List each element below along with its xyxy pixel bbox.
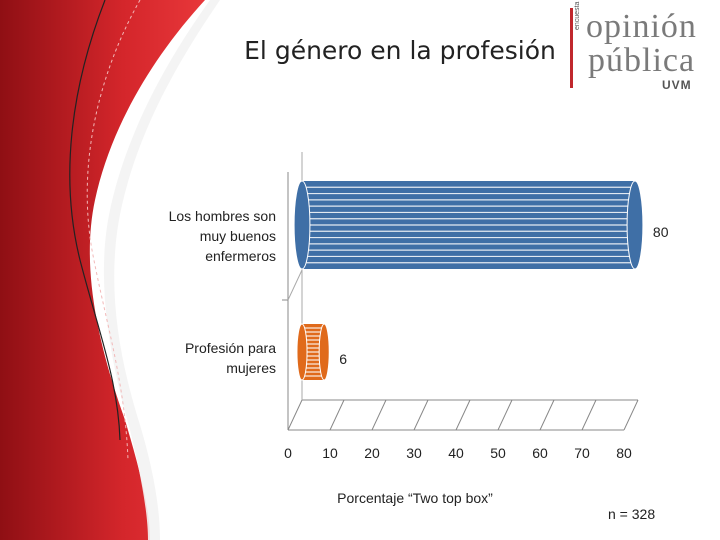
x-tick-label-6: 60: [532, 445, 548, 461]
category-separator-slant: [287, 269, 303, 301]
logo-divider: [570, 8, 573, 88]
logo-line-3: UVM: [662, 78, 692, 92]
chart-bars: [293, 180, 644, 381]
x-tick-label-5: 50: [490, 445, 506, 461]
floor-gridline-0: [287, 399, 303, 431]
floor-gridline-1: [329, 399, 345, 431]
x-tick-label-8: 80: [616, 445, 632, 461]
floor-gridline-8: [623, 399, 639, 431]
chart-value-labels: 80 6: [339, 224, 668, 367]
x-tick-label-1: 10: [322, 445, 338, 461]
logo-line-1: opinión: [586, 8, 697, 45]
category-label-1: Profesión para mujeres: [184, 340, 276, 376]
category-label-0: Los hombres son muy buenos enfermeros: [168, 208, 276, 264]
floor-gridline-4: [455, 399, 471, 431]
chart-tick-labels: 0 10 20 30 40 50 60 70 80: [284, 445, 632, 461]
value-label-1: 6: [339, 351, 347, 367]
bar-end-cap-1: [318, 323, 330, 381]
value-label-0: 80: [653, 224, 669, 240]
slide-title: El género en la profesión: [244, 36, 556, 65]
x-tick-label-3: 30: [406, 445, 422, 461]
x-tick-label-7: 70: [574, 445, 590, 461]
floor-gridline-6: [539, 399, 555, 431]
floor-gridline-2: [371, 399, 387, 431]
bar-start-cap-0: [293, 180, 311, 270]
x-tick-label-0: 0: [284, 445, 292, 461]
floor-gridline-5: [497, 399, 513, 431]
x-axis-label: Porcentaje “Two top box”: [337, 490, 493, 506]
floor-gridline-7: [581, 399, 597, 431]
bar-1: [296, 323, 330, 381]
opinion-publica-logo: encuesta opinión pública UVM: [566, 2, 716, 92]
sample-size-note: n = 328: [608, 506, 656, 522]
logo-line-2: pública: [588, 42, 696, 79]
x-tick-label-4: 40: [448, 445, 464, 461]
bar-start-cap-1: [296, 323, 308, 381]
bar-0: [293, 180, 644, 270]
x-tick-label-2: 20: [364, 445, 380, 461]
bar-end-cap-0: [626, 180, 644, 270]
floor-gridline-3: [413, 399, 429, 431]
